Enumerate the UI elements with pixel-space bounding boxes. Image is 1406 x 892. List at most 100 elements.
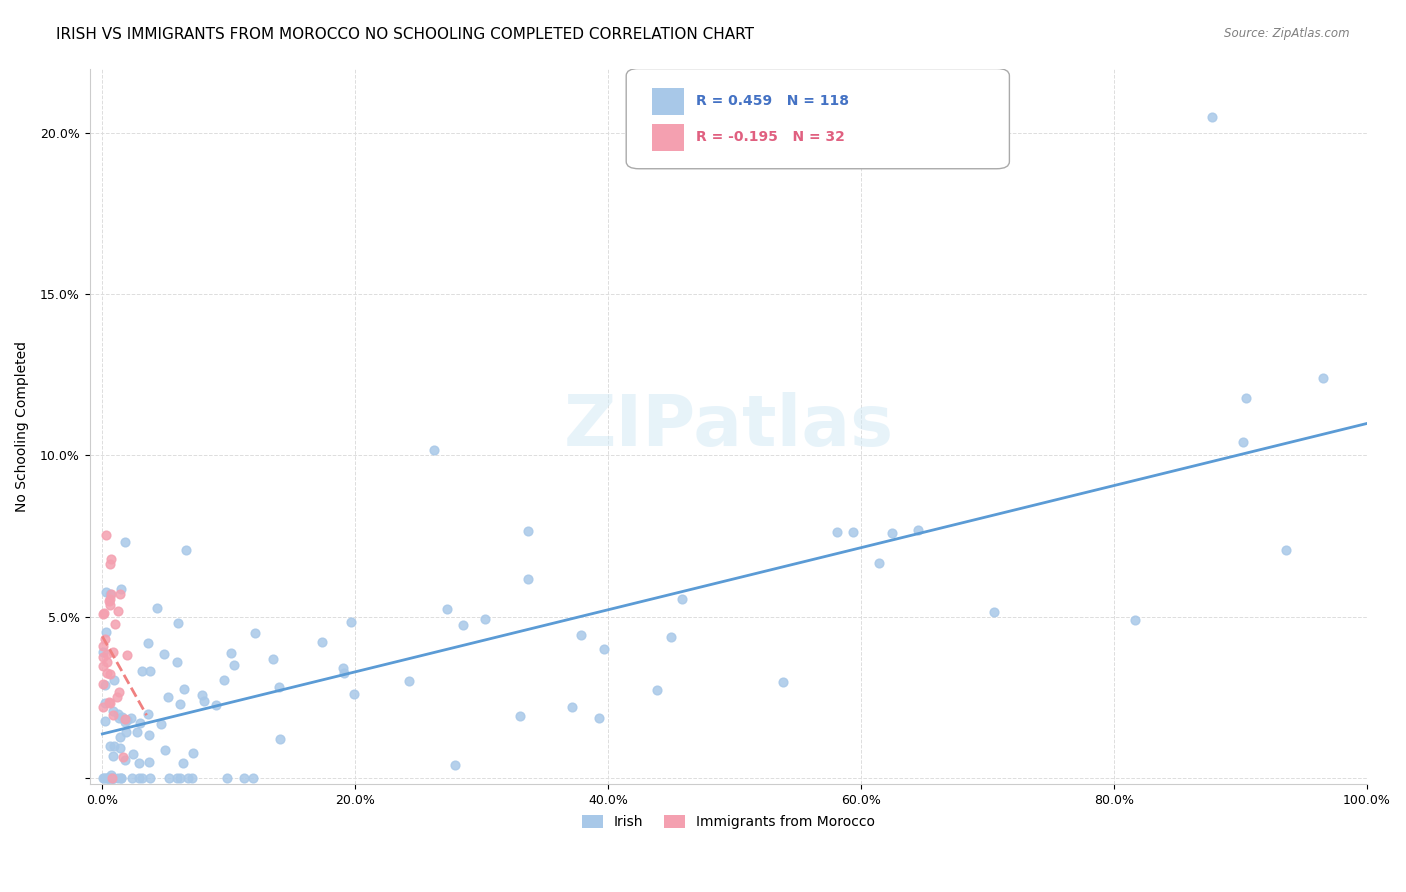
Irish <box>645 683 668 698</box>
Irish <box>103 673 125 687</box>
Irish <box>588 711 610 725</box>
Irish <box>233 771 256 785</box>
Immigrants from Morocco <box>94 527 117 541</box>
Irish <box>101 771 124 785</box>
Immigrants from Morocco <box>98 667 121 681</box>
Irish <box>103 739 125 753</box>
Irish <box>103 771 125 785</box>
Irish <box>101 704 124 718</box>
Irish <box>110 771 132 785</box>
Irish <box>311 635 333 649</box>
Immigrants from Morocco <box>93 658 115 673</box>
Irish <box>114 534 136 549</box>
Immigrants from Morocco <box>93 606 115 620</box>
Immigrants from Morocco <box>91 607 114 621</box>
Irish <box>131 771 153 785</box>
Irish <box>98 739 121 753</box>
Irish <box>129 716 152 731</box>
Irish <box>172 756 194 770</box>
Irish <box>138 728 160 742</box>
Immigrants from Morocco <box>108 587 131 601</box>
Irish <box>174 543 197 558</box>
Irish <box>139 771 162 785</box>
Irish <box>146 601 169 615</box>
Irish <box>100 768 122 782</box>
Irish <box>451 617 474 632</box>
Irish <box>1274 542 1296 557</box>
Irish <box>100 771 122 785</box>
Irish <box>332 661 354 675</box>
FancyBboxPatch shape <box>626 69 1010 169</box>
Irish <box>101 771 124 785</box>
Irish <box>343 687 366 701</box>
Irish <box>122 747 145 761</box>
Immigrants from Morocco <box>104 617 127 632</box>
Irish <box>671 591 693 606</box>
Text: R = 0.459   N = 118: R = 0.459 N = 118 <box>696 95 849 109</box>
Irish <box>115 725 138 739</box>
Irish <box>1232 435 1254 450</box>
Irish <box>181 746 204 760</box>
Irish <box>825 524 848 539</box>
Text: ZIPatlas: ZIPatlas <box>564 392 893 461</box>
Irish <box>242 771 264 785</box>
Irish <box>114 714 136 729</box>
Irish <box>1201 110 1223 124</box>
Immigrants from Morocco <box>97 695 120 709</box>
Irish <box>149 717 172 731</box>
Irish <box>423 443 446 458</box>
Irish <box>517 524 540 538</box>
Irish <box>398 674 420 689</box>
Immigrants from Morocco <box>101 771 124 785</box>
Irish <box>166 655 188 669</box>
Immigrants from Morocco <box>107 685 129 699</box>
Irish <box>108 740 131 755</box>
Irish <box>166 771 188 785</box>
Irish <box>138 755 160 769</box>
Irish <box>96 771 118 785</box>
Immigrants from Morocco <box>98 696 121 710</box>
Text: R = -0.195   N = 32: R = -0.195 N = 32 <box>696 130 845 145</box>
Irish <box>193 694 215 708</box>
Irish <box>212 673 235 687</box>
Irish <box>128 756 150 771</box>
Irish <box>267 680 290 694</box>
Bar <box>652 124 683 151</box>
Irish <box>560 700 582 714</box>
Irish <box>593 641 616 656</box>
Irish <box>138 707 160 722</box>
Text: Source: ZipAtlas.com: Source: ZipAtlas.com <box>1225 27 1350 40</box>
Immigrants from Morocco <box>94 632 117 646</box>
Irish <box>94 677 117 691</box>
Immigrants from Morocco <box>91 676 114 690</box>
Irish <box>243 625 266 640</box>
Immigrants from Morocco <box>91 639 114 653</box>
Irish <box>97 771 120 785</box>
Irish <box>215 771 238 785</box>
Irish <box>841 525 863 540</box>
Irish <box>96 585 118 599</box>
Irish <box>125 725 148 739</box>
Irish <box>110 582 132 597</box>
Irish <box>93 771 115 785</box>
Immigrants from Morocco <box>100 587 122 601</box>
Immigrants from Morocco <box>114 712 136 726</box>
Irish <box>94 624 117 639</box>
Immigrants from Morocco <box>98 557 121 571</box>
Immigrants from Morocco <box>96 655 118 669</box>
Immigrants from Morocco <box>96 648 118 662</box>
Irish <box>339 615 361 629</box>
Irish <box>94 714 117 728</box>
Irish <box>169 771 191 785</box>
Irish <box>93 771 115 785</box>
Irish <box>97 771 120 785</box>
Irish <box>153 647 176 661</box>
Irish <box>222 658 245 673</box>
Irish <box>128 771 150 785</box>
Irish <box>772 674 794 689</box>
Irish <box>173 681 195 696</box>
Irish <box>138 664 160 678</box>
Irish <box>110 771 132 785</box>
Irish <box>205 698 228 712</box>
Immigrants from Morocco <box>98 593 121 607</box>
